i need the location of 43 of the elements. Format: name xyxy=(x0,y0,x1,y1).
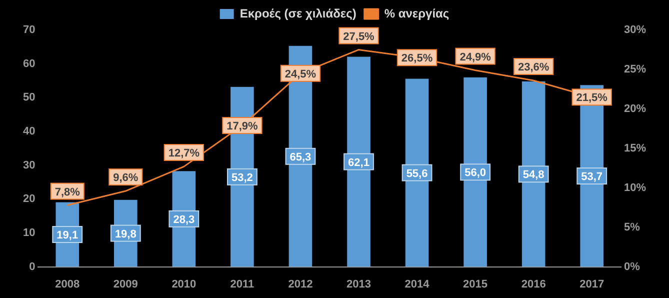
data-label: 53,2 xyxy=(231,172,253,184)
x-tick-label: 2011 xyxy=(230,278,254,290)
data-label: 27,5% xyxy=(343,30,375,43)
y2-tick-label: 25% xyxy=(624,64,646,76)
y2-tick-label: 0% xyxy=(624,260,640,273)
x-tick-label: 2015 xyxy=(463,278,488,290)
y-tick-label: 10 xyxy=(22,227,36,240)
data-label: 65,3 xyxy=(290,151,312,164)
y-tick-label: 50 xyxy=(22,92,36,104)
y-tick-label: 20 xyxy=(22,193,36,206)
y2-tick-label: 30% xyxy=(624,24,646,36)
data-label: 7,8% xyxy=(54,186,80,198)
data-label: 9,6% xyxy=(113,172,138,184)
data-label: 28,3 xyxy=(173,214,195,226)
x-tick-label: 2016 xyxy=(521,278,546,290)
y-tick-label: 70 xyxy=(22,24,36,36)
x-tick-label: 2010 xyxy=(172,278,196,290)
x-tick-label: 2014 xyxy=(404,278,430,290)
data-label: 24,9% xyxy=(460,51,492,64)
x-tick-label: 2009 xyxy=(113,278,138,290)
data-label: 53,7 xyxy=(581,171,603,183)
data-label: 55,6 xyxy=(406,168,428,180)
y-tick-label: 60 xyxy=(22,58,36,70)
y-tick-label: 40 xyxy=(22,126,36,138)
data-label: 12,7% xyxy=(168,148,200,160)
y2-tick-label: 15% xyxy=(624,142,646,154)
legend-label: % ανεργίας xyxy=(384,6,450,20)
y-tick-label: 0 xyxy=(29,260,36,273)
data-label: 19,1 xyxy=(56,230,78,242)
y2-tick-label: 20% xyxy=(624,102,646,115)
y2-tick-label: 10% xyxy=(624,182,646,194)
data-label: 23,6% xyxy=(518,62,550,74)
x-tick-label: 2017 xyxy=(580,278,604,290)
legend-label: Εκροές (σε χιλιάδες) xyxy=(240,6,356,20)
x-tick-label: 2012 xyxy=(288,278,313,290)
x-tick-label: 2013 xyxy=(346,278,371,290)
y2-tick-label: 5% xyxy=(624,221,640,234)
data-label: 56,0 xyxy=(464,167,486,180)
data-label: 62,1 xyxy=(348,156,370,169)
data-label: 54,8 xyxy=(522,169,544,182)
data-label: 19,8 xyxy=(114,228,136,240)
y-tick-label: 30 xyxy=(22,159,36,172)
x-tick-label: 2008 xyxy=(55,278,80,290)
